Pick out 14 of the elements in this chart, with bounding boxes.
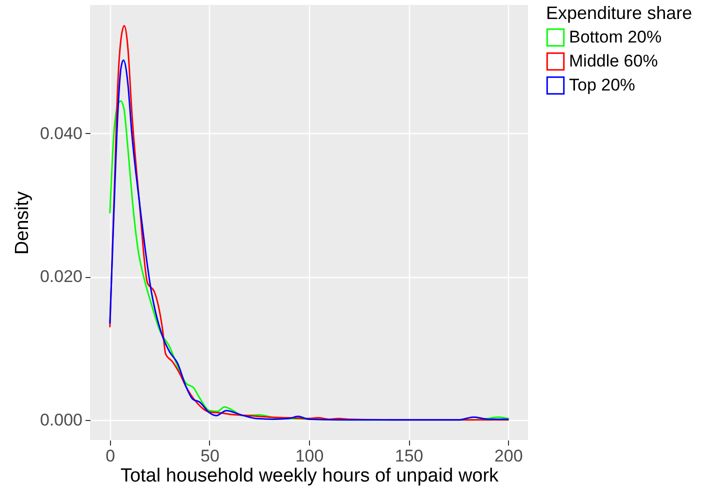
x-tick-label: 200: [494, 446, 523, 466]
y-tick-label: 0.000: [40, 410, 82, 430]
y-tick-label: 0.040: [40, 124, 82, 143]
x-tick-label: 150: [394, 446, 424, 466]
x-tick-label: 100: [295, 446, 324, 466]
y-axis-title: Density: [12, 190, 33, 255]
y-tick-label: 0.020: [40, 267, 82, 286]
legend-label: Middle 60%: [569, 52, 658, 70]
legend-title: Expenditure share: [546, 3, 692, 23]
x-tick-label: 0: [106, 446, 116, 466]
x-axis-title: Total household weekly hours of unpaid work: [120, 466, 500, 486]
legend-label: Top 20%: [569, 76, 636, 94]
legend-label: Bottom 20%: [569, 28, 662, 46]
x-tick-label: 50: [200, 446, 220, 466]
